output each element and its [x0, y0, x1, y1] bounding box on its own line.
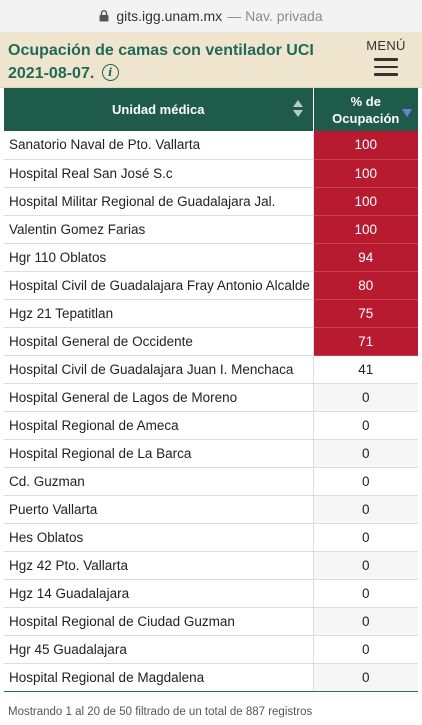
sort-descending-icon — [402, 109, 412, 117]
occupancy-cell: 0 — [313, 495, 418, 524]
unit-name-cell: Hgz 14 Guadalajara — [4, 579, 314, 608]
report-date: 2021-08-07. — [8, 65, 95, 82]
unit-name-cell: Hgz 21 Tepatitlan — [4, 299, 314, 328]
unit-name-cell: Valentin Gomez Farias — [4, 215, 314, 244]
hamburger-icon — [374, 58, 398, 76]
occupancy-cell: 75 — [313, 299, 418, 328]
unit-name-cell: Hospital Militar Regional de Guadalajara… — [4, 187, 314, 216]
occupancy-cell: 0 — [313, 411, 418, 440]
table-row: Hgz 21 Tepatitlan 75 — [4, 299, 418, 328]
menu-label: MENÚ — [366, 38, 406, 53]
occupancy-cell: 0 — [313, 607, 418, 636]
occupancy-cell: 0 — [313, 467, 418, 496]
table-row: Hospital General de Occidente 71 — [4, 327, 418, 356]
table-row: Sanatorio Naval de Pto. Vallarta 100 — [4, 131, 418, 160]
table-row: Hospital General de Lagos de Moreno 0 — [4, 383, 418, 412]
unit-name-cell: Hospital Civil de Guadalajara Fray Anton… — [4, 271, 314, 300]
page-header: Ocupación de camas con ventilador UCI 20… — [0, 32, 422, 88]
occupancy-cell: 0 — [313, 551, 418, 580]
unit-name-cell: Hgr 45 Guadalajara — [4, 635, 314, 664]
table-row: Hgz 42 Pto. Vallarta 0 — [4, 551, 418, 580]
occupancy-cell: 0 — [313, 635, 418, 664]
occupancy-cell: 0 — [313, 523, 418, 552]
table-row: Hes Oblatos 0 — [4, 523, 418, 552]
lock-icon — [99, 10, 109, 22]
occupancy-cell: 80 — [313, 271, 418, 300]
column-header-unit[interactable]: Unidad médica — [4, 88, 314, 131]
menu-button[interactable]: MENÚ — [365, 38, 407, 81]
unit-name-cell: Hospital Civil de Guadalajara Juan I. Me… — [4, 355, 314, 384]
occupancy-cell: 94 — [313, 243, 418, 272]
table-row: Hospital Militar Regional de Guadalajara… — [4, 187, 418, 216]
occupancy-cell: 100 — [313, 215, 418, 244]
table-row: Hgz 14 Guadalajara 0 — [4, 579, 418, 608]
table-row: Hospital Regional de La Barca 0 — [4, 439, 418, 468]
occupancy-cell: 100 — [313, 187, 418, 216]
private-mode-label: — Nav. privada — [227, 8, 323, 24]
table-row: Hospital Regional de Ameca 0 — [4, 411, 418, 440]
table-row: Hospital Regional de Magdalena 0 — [4, 663, 418, 692]
occupancy-cell: 0 — [313, 439, 418, 468]
unit-name-cell: Hospital Regional de Ciudad Guzman — [4, 607, 314, 636]
page-title: Ocupación de camas con ventilador UCI 20… — [8, 39, 328, 85]
occupancy-cell: 100 — [313, 131, 418, 160]
table-row: Hgr 45 Guadalajara 0 — [4, 635, 418, 664]
table-row: Hospital Civil de Guadalajara Juan I. Me… — [4, 355, 418, 384]
unit-name-cell: Hospital Real San José S.c — [4, 159, 314, 188]
occupancy-cell: 100 — [313, 159, 418, 188]
info-icon[interactable]: i — [101, 64, 119, 81]
table-row: Hospital Regional de Ciudad Guzman 0 — [4, 607, 418, 636]
unit-name-cell: Hgr 110 Oblatos — [4, 243, 314, 272]
unit-name-cell: Hgz 42 Pto. Vallarta — [4, 551, 314, 580]
occupancy-cell: 71 — [313, 327, 418, 356]
occupancy-table: Unidad médica % de Ocupación Sanatorio N… — [4, 88, 418, 692]
occupancy-cell: 0 — [313, 579, 418, 608]
page-title-text: Ocupación de camas con ventilador UCI — [8, 42, 314, 59]
table-info: Mostrando 1 al 20 de 50 filtrado de un t… — [8, 706, 313, 718]
occupancy-cell: 0 — [313, 383, 418, 412]
unit-name-cell: Hospital Regional de Ameca — [4, 411, 314, 440]
url-text: gits.igg.unam.mx — [116, 8, 223, 24]
unit-name-cell: Hes Oblatos — [4, 523, 314, 552]
table-row: Hospital Civil de Guadalajara Fray Anton… — [4, 271, 418, 300]
occupancy-cell: 0 — [313, 663, 418, 692]
unit-name-cell: Sanatorio Naval de Pto. Vallarta — [4, 131, 314, 160]
browser-address-bar[interactable]: gits.igg.unam.mx — Nav. privada — [0, 0, 422, 32]
table-row: Hospital Real San José S.c 100 — [4, 159, 418, 188]
unit-name-cell: Hospital Regional de Magdalena — [4, 663, 314, 692]
table-row: Hgr 110 Oblatos 94 — [4, 243, 418, 272]
column-header-occupancy[interactable]: % de Ocupación — [313, 88, 418, 131]
unit-name-cell: Hospital Regional de La Barca — [4, 439, 314, 468]
occupancy-cell: 41 — [313, 355, 418, 384]
unit-name-cell: Hospital General de Lagos de Moreno — [4, 383, 314, 412]
unit-name-cell: Hospital General de Occidente — [4, 327, 314, 356]
table-row: Puerto Vallarta 0 — [4, 495, 418, 524]
unit-name-cell: Puerto Vallarta — [4, 495, 314, 524]
table-row: Valentin Gomez Farias 100 — [4, 215, 418, 244]
unit-name-cell: Cd. Guzman — [4, 467, 314, 496]
table-row: Cd. Guzman 0 — [4, 467, 418, 496]
sort-icon — [292, 100, 303, 118]
